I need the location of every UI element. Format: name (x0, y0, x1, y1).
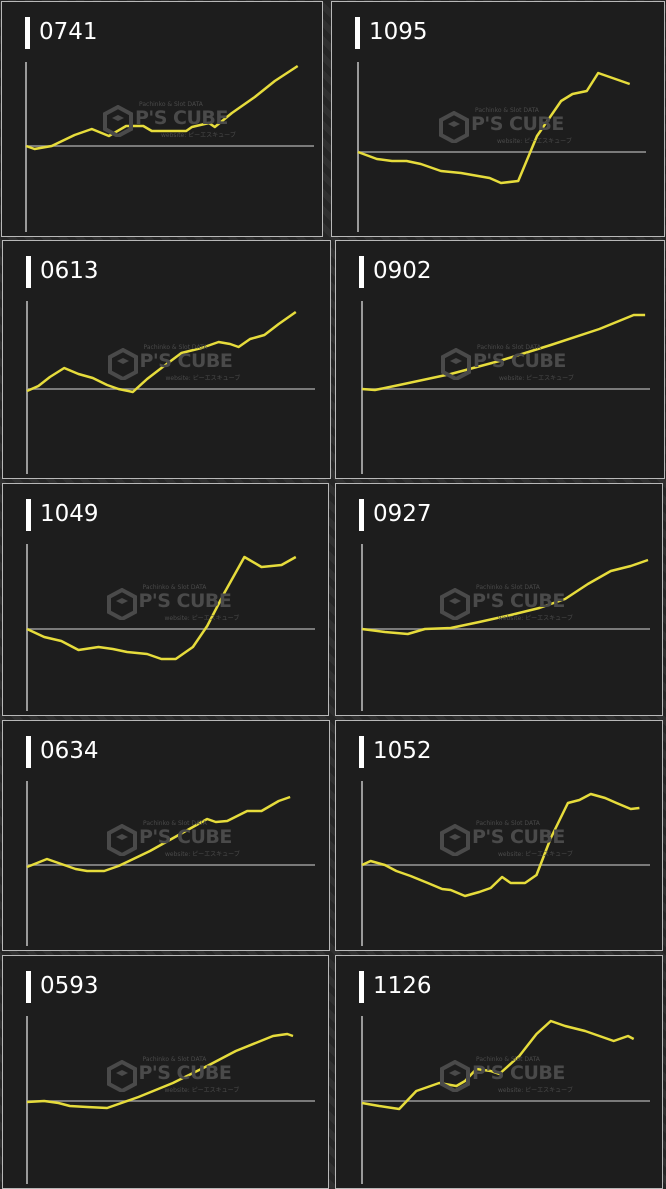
watermark-brand: P'S CUBE (135, 107, 228, 129)
title-marker (359, 736, 364, 768)
chart-panel: 1126 Pachinko & Slot DATA P'S CUBE websi… (335, 955, 663, 1189)
watermark-brand: P'S CUBE (472, 1062, 565, 1084)
chart-title: 1052 (373, 738, 432, 764)
cube-logo-icon (107, 824, 137, 856)
chart-title: 0593 (40, 973, 99, 999)
cube-logo-icon (440, 588, 470, 620)
watermark-brand: P'S CUBE (138, 1062, 232, 1084)
watermark-text: Pachinko & Slot DATA (143, 344, 208, 351)
watermark-brand: P'S CUBE (472, 826, 565, 848)
line-chart (26, 544, 315, 711)
watermark-text: website: ピーエスキューブ (165, 851, 240, 858)
chart-panel: 1095 Pachinko & Slot DATA P'S CUBE websi… (331, 1, 665, 237)
watermark-text: website: ピーエスキューブ (164, 615, 240, 622)
chart-title: 0927 (373, 501, 432, 527)
watermark-text: website: ピーエスキューブ (498, 1087, 573, 1094)
data-series-line (357, 71, 631, 185)
chart-title: 1049 (40, 501, 99, 527)
chart-title: 0902 (373, 258, 432, 284)
line-chart (361, 301, 650, 474)
watermark-text: Pachinko & Slot DATA (476, 1056, 540, 1063)
chart-title: 1126 (373, 973, 432, 999)
chart-panel: 0613 Pachinko & Slot DATA P'S CUBE websi… (2, 240, 331, 479)
watermark-text: website: ピーエスキューブ (499, 375, 574, 382)
line-chart (25, 62, 314, 232)
watermark-brand: P'S CUBE (472, 590, 565, 612)
line-chart (26, 301, 315, 474)
line-chart (361, 544, 650, 711)
cube-logo-icon (439, 111, 469, 143)
line-chart (357, 62, 646, 232)
watermark-text: Pachinko & Slot DATA (143, 820, 207, 827)
watermark-text: website: ピーエスキューブ (497, 138, 572, 145)
cube-logo-icon (103, 105, 133, 137)
watermark-text: Pachinko & Slot DATA (477, 344, 541, 351)
cube-logo-icon (440, 1060, 470, 1092)
watermark-text: Pachinko & Slot DATA (476, 820, 540, 827)
title-marker (26, 256, 31, 288)
data-series-line (26, 310, 297, 394)
chart-panel: 0741 Pachinko & Slot DATA P'S CUBE websi… (1, 1, 323, 237)
cube-logo-icon (440, 824, 470, 856)
watermark-brand: P'S CUBE (138, 590, 232, 612)
watermark-brand: P'S CUBE (473, 350, 566, 372)
watermark-text: website: ピーエスキューブ (161, 132, 236, 139)
line-chart (26, 781, 315, 946)
chart-title: 0741 (39, 19, 98, 45)
line-chart (361, 1016, 650, 1184)
watermark-text: Pachinko & Slot DATA (476, 584, 540, 591)
chart-panel: 1049 Pachinko & Slot DATA P'S CUBE websi… (2, 483, 329, 716)
title-marker (359, 971, 364, 1003)
watermark-text: Pachinko & Slot DATA (139, 101, 203, 108)
chart-title: 0634 (40, 738, 99, 764)
cube-logo-icon (441, 348, 471, 380)
chart-panel: 0902 Pachinko & Slot DATA P'S CUBE websi… (335, 240, 665, 479)
cube-logo-icon (106, 1060, 137, 1092)
watermark-brand: P'S CUBE (139, 826, 232, 848)
watermark-brand: P'S CUBE (139, 350, 233, 372)
cube-logo-icon (107, 348, 138, 380)
line-chart (361, 781, 650, 946)
title-marker (26, 499, 31, 531)
title-marker (355, 17, 360, 49)
watermark-text: website: ピーエスキューブ (165, 375, 241, 382)
watermark-text: website: ピーエスキューブ (498, 851, 573, 858)
chart-panel: 0927 Pachinko & Slot DATA P'S CUBE websi… (335, 483, 663, 716)
chart-panel: 0634 Pachinko & Slot DATA P'S CUBE websi… (2, 720, 330, 951)
chart-panel: 1052 Pachinko & Slot DATA P'S CUBE websi… (335, 720, 663, 951)
watermark-text: Pachinko & Slot DATA (142, 584, 207, 591)
title-marker (359, 499, 364, 531)
watermark-text: Pachinko & Slot DATA (475, 107, 539, 114)
title-marker (26, 736, 31, 768)
data-series-line (26, 795, 291, 873)
line-chart (26, 1016, 315, 1184)
chart-panel: 0593 Pachinko & Slot DATA P'S CUBE websi… (2, 955, 329, 1189)
title-marker (25, 17, 30, 49)
watermark-brand: P'S CUBE (471, 113, 564, 135)
title-marker (26, 971, 31, 1003)
watermark-text: website: ピーエスキューブ (498, 615, 573, 622)
title-marker (359, 256, 364, 288)
chart-title: 1095 (369, 19, 428, 45)
cube-logo-icon (106, 588, 137, 620)
watermark-text: website: ピーエスキューブ (164, 1087, 240, 1094)
watermark-text: Pachinko & Slot DATA (142, 1056, 207, 1063)
chart-title: 0613 (40, 258, 99, 284)
